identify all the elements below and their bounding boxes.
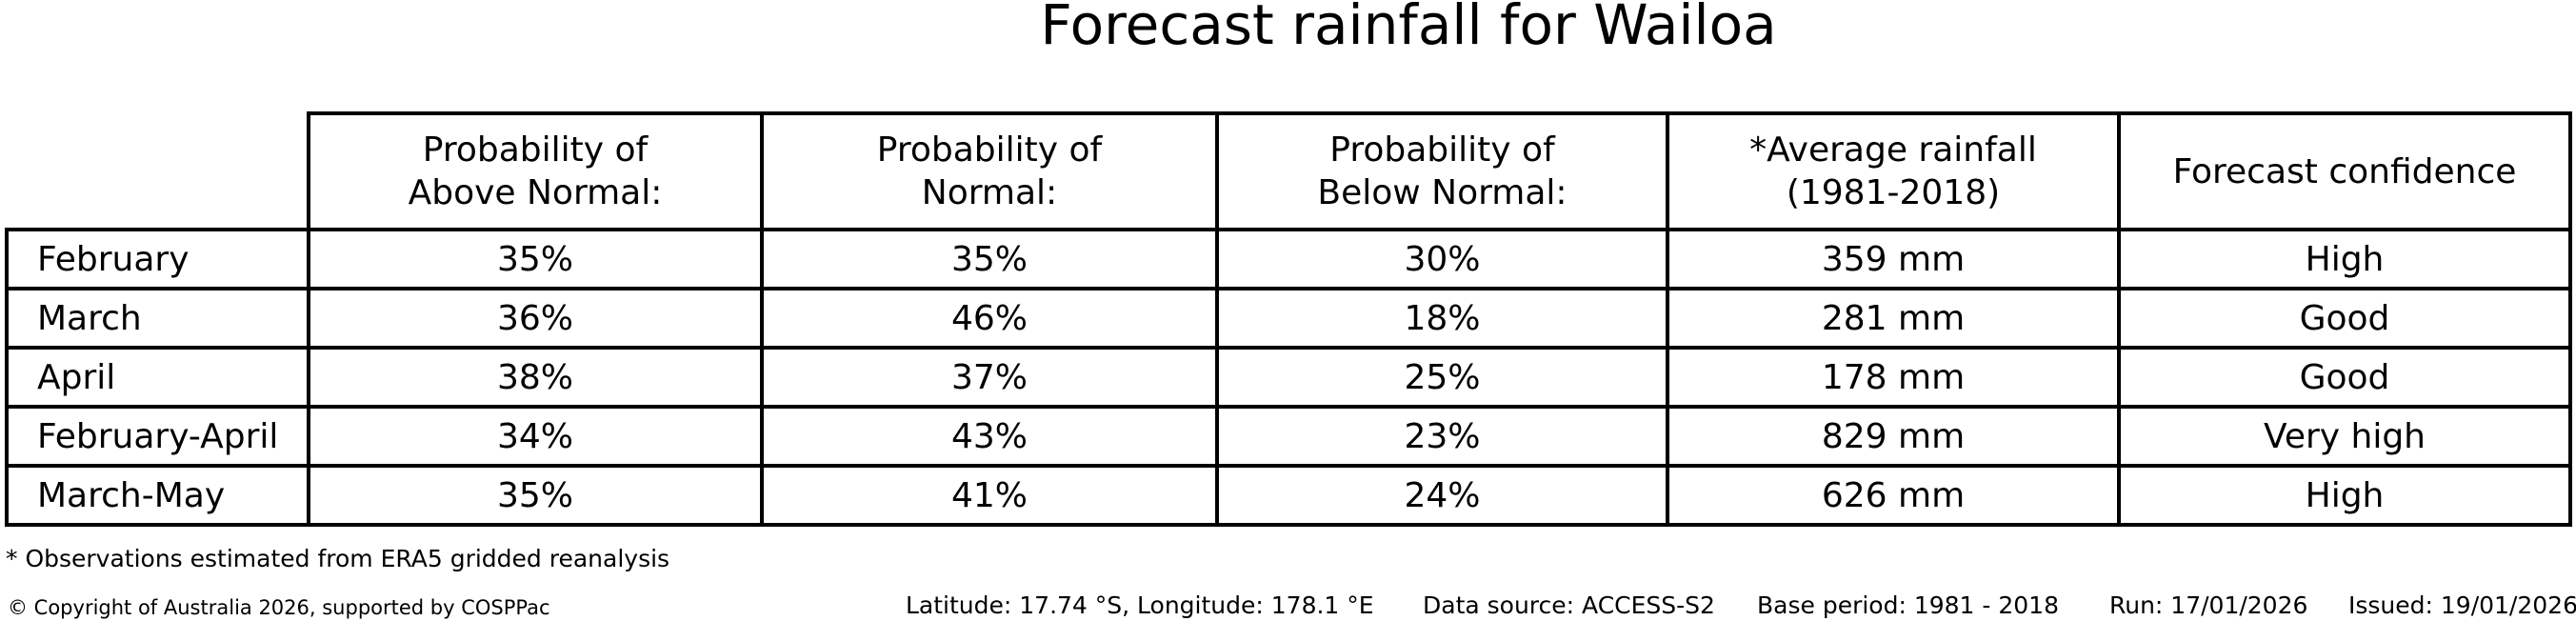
cell-confidence: Good — [2117, 287, 2572, 350]
cell-prob-above: 34% — [307, 405, 764, 468]
cell-prob-above: 35% — [307, 464, 764, 527]
cell-average-rainfall: 178 mm — [1666, 346, 2121, 409]
table-row-february-april: February-April 34% 43% 23% 829 mm Very h… — [5, 405, 2572, 468]
footer-location: Latitude: 17.74 °S, Longitude: 178.1 °E — [906, 591, 1374, 619]
footer-data-source: Data source: ACCESS-S2 — [1423, 591, 1715, 619]
cell-prob-above: 35% — [307, 228, 764, 290]
col-header-prob-above-normal: Probability of Above Normal: — [307, 111, 764, 231]
table-row-march: March 36% 46% 18% 281 mm Good — [5, 287, 2572, 350]
cell-prob-normal: 41% — [760, 464, 1219, 527]
footnote: * Observations estimated from ERA5 gridd… — [6, 545, 670, 572]
cell-prob-above: 36% — [307, 287, 764, 350]
cell-prob-normal: 37% — [760, 346, 1219, 409]
cell-prob-normal: 43% — [760, 405, 1219, 468]
footer-base-period: Base period: 1981 - 2018 — [1757, 591, 2059, 619]
cell-prob-below: 25% — [1215, 346, 1669, 409]
figure-title: Forecast rainfall for Wailoa — [1040, 0, 1777, 57]
row-label: March — [5, 287, 310, 350]
footer-run-date: Run: 17/01/2026 — [2109, 591, 2308, 619]
table-row-april: April 38% 37% 25% 178 mm Good — [5, 346, 2572, 409]
col-header-average-rainfall: *Average rainfall (1981-2018) — [1666, 111, 2121, 231]
header-row: Probability of Above Normal: Probability… — [7, 111, 2572, 231]
cell-prob-normal: 35% — [760, 228, 1219, 290]
table-row-february: February 35% 35% 30% 359 mm High — [5, 228, 2572, 290]
cell-prob-below: 30% — [1215, 228, 1669, 290]
forecast-table: Probability of Above Normal: Probability… — [5, 111, 2572, 527]
row-label: February-April — [5, 405, 310, 468]
col-header-forecast-confidence: Forecast confidence — [2117, 111, 2572, 231]
cell-prob-below: 23% — [1215, 405, 1669, 468]
corner-cell — [7, 113, 309, 230]
cell-confidence: Good — [2117, 346, 2572, 409]
col-header-prob-below-normal: Probability of Below Normal: — [1215, 111, 1669, 231]
cell-prob-below: 24% — [1215, 464, 1669, 527]
cell-average-rainfall: 359 mm — [1666, 228, 2121, 290]
cell-confidence: High — [2117, 228, 2572, 290]
cell-confidence: Very high — [2117, 405, 2572, 468]
cell-average-rainfall: 829 mm — [1666, 405, 2121, 468]
row-label: March-May — [5, 464, 310, 527]
cell-prob-above: 38% — [307, 346, 764, 409]
table-row-march-may: March-May 35% 41% 24% 626 mm High — [5, 464, 2572, 527]
cell-prob-normal: 46% — [760, 287, 1219, 350]
row-label: April — [5, 346, 310, 409]
cell-average-rainfall: 281 mm — [1666, 287, 2121, 350]
row-label: February — [5, 228, 310, 290]
footer-issued-date: Issued: 19/01/2026 — [2348, 591, 2576, 619]
col-header-prob-normal: Probability of Normal: — [760, 111, 1219, 231]
copyright-text: © Copyright of Australia 2026, supported… — [8, 596, 550, 619]
cell-confidence: High — [2117, 464, 2572, 527]
cell-prob-below: 18% — [1215, 287, 1669, 350]
cell-average-rainfall: 626 mm — [1666, 464, 2121, 527]
